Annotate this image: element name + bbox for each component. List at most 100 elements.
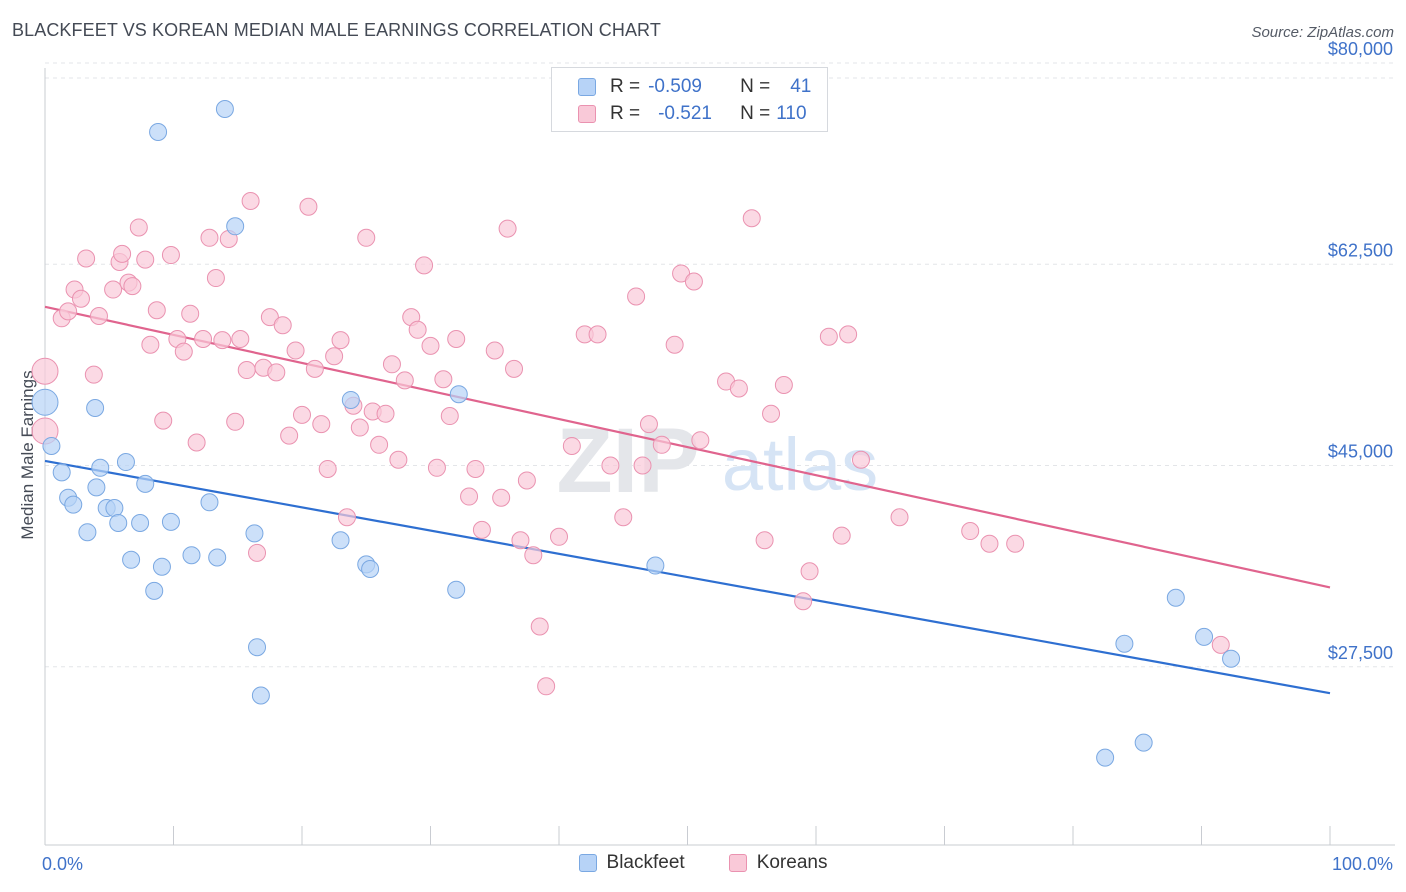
koreans-point-85 [639,415,658,434]
koreans-point-54 [382,355,401,374]
koreans-point-45 [325,347,344,366]
koreans-point-80 [588,325,607,344]
koreans-point-52 [370,435,389,454]
koreans-point-23 [187,433,206,452]
x-tick-label-max: 100.0% [1332,854,1393,874]
blackfeet-point-19 [161,512,180,531]
blackfeet-point-31 [361,560,380,578]
blackfeet-point-24 [226,217,245,236]
koreans-point-105 [980,534,999,553]
koreans-point-33 [248,543,267,562]
koreans-point-59 [415,256,434,275]
watermark-zip: ZIP [556,410,699,512]
koreans-point-49 [350,418,369,437]
y-tick-label-2: $45,000 [1328,442,1393,462]
legend-row-blackfeet: R = -0.509 N = 41 [552,73,811,101]
koreans-point-87 [665,335,684,354]
blackfeet-point-20 [182,546,201,565]
koreans-point-106 [1006,534,1025,553]
blackfeet-point-29 [341,390,360,409]
blackfeet-point-4 [64,495,83,514]
koreans-point-100 [832,526,851,545]
blackfeet-point-34 [646,556,665,575]
watermark: ZIP atlas [556,410,878,512]
koreans-point-29 [226,412,245,431]
koreans-point-18 [154,411,173,430]
koreans-point-96 [774,376,793,394]
koreans-point-73 [517,471,536,490]
blackfeet-point-8 [91,458,110,477]
r-label: R = [610,103,641,124]
y-tick-label-1: $62,500 [1328,240,1393,260]
koreans-point-99 [819,327,838,346]
koreans-point-11 [113,244,132,263]
series-legend: Blackfeet Koreans [0,852,1406,874]
blackfeet-point-40 [1222,649,1241,668]
koreans-point-56 [395,371,414,390]
koreans-point-27 [213,331,232,350]
koreans-point-71 [505,359,524,378]
blackfeet-point-1 [42,436,61,455]
koreans-point-35 [260,308,279,327]
y-tick-label-0: $80,000 [1328,39,1393,59]
blackfeet-point-7 [87,478,106,497]
koreans-point-74 [524,546,543,565]
koreans-point-53 [376,404,395,423]
koreans-point-102 [851,450,870,469]
blackfeet-point-13 [122,550,141,569]
koreans-point-92 [729,379,748,398]
blackfeet-point-28 [331,531,350,550]
koreans-point-14 [129,218,148,237]
koreans-point-58 [408,320,427,339]
koreans-swatch [578,105,596,123]
koreans-point-101 [839,325,858,344]
koreans-point-37 [273,316,292,335]
n-label: N = [740,103,771,124]
koreans-point-26 [206,269,225,288]
koreans-point-3 [59,302,78,321]
koreans-point-95 [762,404,781,423]
blackfeet-point-36 [1115,634,1134,653]
blackfeet-point-5 [78,523,97,542]
koreans-point-104 [961,522,980,541]
blackfeet-r-value: -0.509 [648,76,702,97]
data-points [31,100,1241,767]
koreans-point-16 [141,335,160,354]
blackfeet-point-27 [251,686,270,705]
koreans-trend-line [44,305,1331,589]
koreans-point-76 [537,677,556,696]
blackfeet-legend-swatch [578,854,597,872]
koreans-point-6 [77,249,96,268]
x-tick-label-min: 0.0% [42,854,83,874]
koreans-point-98 [800,562,819,581]
koreans-point-88 [672,264,691,283]
koreans-point-39 [286,341,305,360]
koreans-point-62 [434,370,453,389]
koreans-point-47 [337,508,356,527]
blackfeet-swatch [578,78,596,96]
blackfeet-point-23 [215,100,234,118]
blackfeet-point-21 [200,493,219,512]
trend-lines [44,305,1331,695]
chart-title: BLACKFEET VS KOREAN MEDIAN MALE EARNINGS… [12,20,661,40]
koreans-point-30 [231,330,250,348]
chart-source: Source: ZipAtlas.com [1251,24,1394,41]
koreans-point-94 [755,531,774,550]
blackfeet-point-12 [116,453,135,472]
koreans-point-89 [684,272,703,291]
koreans-point-67 [472,520,491,539]
koreans-point-40 [293,405,311,424]
legend-item-blackfeet: Blackfeet [578,852,685,874]
blackfeet-legend-label: Blackfeet [606,852,685,873]
koreans-point-72 [511,531,530,550]
koreans-point-65 [460,487,479,506]
koreans-point-15 [136,250,155,269]
tick-labels: $80,000 $62,500 $45,000 $27,500 0.0% 100.0% [42,39,1393,874]
koreans-point-43 [312,415,331,434]
koreans-point-66 [466,459,485,478]
koreans-point-22 [181,304,200,323]
axes [44,68,1395,846]
blackfeet-point-22 [208,548,227,567]
koreans-point-9 [104,280,123,299]
koreans-point-55 [389,450,408,469]
